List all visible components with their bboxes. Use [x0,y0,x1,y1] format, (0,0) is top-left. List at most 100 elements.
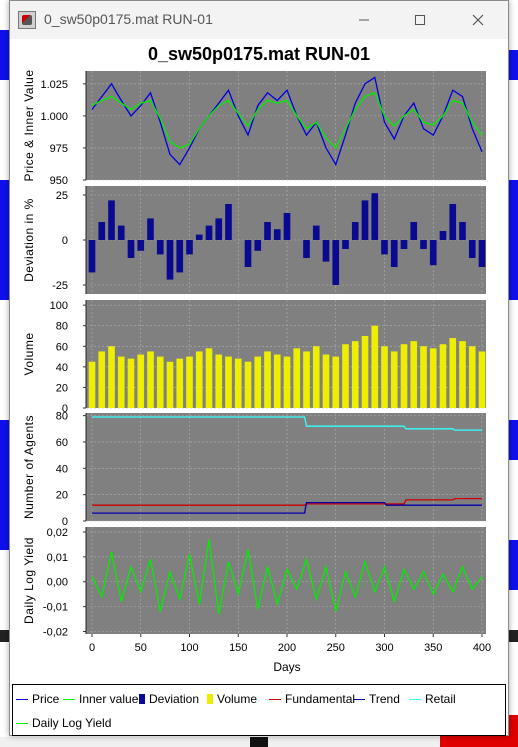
volume-bar [264,351,271,408]
y-tick-label: -0,02 [43,627,68,639]
volume-bar [342,344,349,408]
volume-bar [205,348,213,408]
deviation-bar [468,240,476,258]
deviation-bar [186,240,193,255]
app-icon [18,11,36,29]
close-button[interactable] [450,1,506,39]
legend-item-volume: Volume [207,692,257,706]
maximize-icon [415,15,425,25]
volume-bar [459,341,466,408]
x-axis-label: Days [273,660,300,674]
deviation-bar [127,240,135,258]
volume-bar [117,356,125,408]
y-tick-label: -25 [52,280,68,292]
legend-item-inner-value: Inner value [63,692,138,706]
deviation-bar [429,240,437,266]
y-tick-label: 0 [62,403,68,415]
deviation-bar [244,240,252,267]
legend-label: Fundamental [285,692,356,706]
volume-bar [400,344,408,408]
volume-bar [420,346,427,408]
deviation-bar [420,240,427,249]
volume-bar [166,361,174,408]
volume-bar [156,356,164,408]
plot-background [86,413,486,521]
volume-bar [361,336,369,408]
volume-bar [439,344,447,408]
x-tick-label: 400 [473,642,491,654]
x-tick-label: 150 [229,642,247,654]
deviation-bar [478,240,486,267]
volume-bar [293,348,301,408]
y-tick-label: 25 [56,190,68,202]
x-tick-label: 100 [180,642,198,654]
legend-swatch [353,698,365,700]
legend-label: Retail [425,692,456,706]
legend-item-retail: Retail [409,692,456,706]
panel-agents: 80 60 40 20 0 Number of Agents [22,411,486,528]
close-icon [472,14,484,26]
legend-label: Trend [369,692,400,706]
plot-background [86,527,486,634]
volume-bar [108,346,115,408]
deviation-bar [254,240,262,251]
legend-swatch [269,698,281,700]
deviation-bar [225,204,232,240]
y-axis-label: Deviation in % [22,198,36,282]
maximize-button[interactable] [392,1,448,39]
minimize-icon [359,19,369,21]
volume-bar [478,351,486,408]
y-tick-label: 80 [56,321,68,333]
legend-item-daily-log-yield: Daily Log Yield [16,716,111,730]
y-tick-label: 40 [56,463,68,475]
legend-label: Inner value [79,692,139,706]
deviation-bar [147,218,154,240]
legend-label: Volume [217,692,258,706]
y-tick-label: 40 [56,362,68,374]
deviation-bar [303,240,310,258]
y-tick-label: 20 [56,382,68,394]
volume-bar [234,358,242,408]
legend-swatch [16,698,28,700]
deviation-bar [381,240,388,255]
volume-bar [273,354,281,408]
y-tick-label: 0 [62,516,68,528]
panel-price: 1.025 1.000 975 950 Price & Inner Value [22,70,486,187]
legend-label: Price [32,692,60,706]
volume-bar [244,361,252,408]
volume-bar [98,351,106,408]
y-tick-label: 0,01 [47,552,68,564]
y-tick-label: 0,00 [47,577,68,589]
volume-bar [137,354,145,408]
legend: Price Inner value Deviation Volume Fundament… [12,684,506,736]
volume-bar [322,354,330,408]
y-axis-label: Daily Log Yield [22,537,36,624]
deviation-bar [459,222,466,240]
volume-bar [195,351,203,408]
title-bar[interactable]: 0_sw50p0175.mat RUN-01 [10,1,508,39]
volume-bar [312,346,320,408]
y-tick-label: 0,02 [47,527,68,539]
y-axis-label: Price & Inner Value [22,70,36,182]
y-tick-label: 975 [50,143,68,155]
volume-bar [381,346,388,408]
deviation-bar [156,240,164,255]
volume-bar [254,356,262,408]
deviation-bar [88,240,96,273]
legend-swatch [63,698,75,700]
deviation-bar [400,240,408,249]
legend-item-fundamental: Fundamental [269,692,355,706]
deviation-bar [108,200,115,240]
legend-item-price: Price [16,692,59,706]
y-tick-label: 80 [56,411,68,423]
x-tick-label: 0 [89,642,95,654]
deviation-bar [117,225,125,240]
volume-bar [390,351,398,408]
series-line-daily-log-yield [91,539,483,615]
legend-swatch [139,694,145,704]
minimize-button[interactable] [336,1,392,39]
volume-bar [176,358,184,408]
deviation-bar [273,229,281,240]
x-tick-label: 300 [375,642,393,654]
